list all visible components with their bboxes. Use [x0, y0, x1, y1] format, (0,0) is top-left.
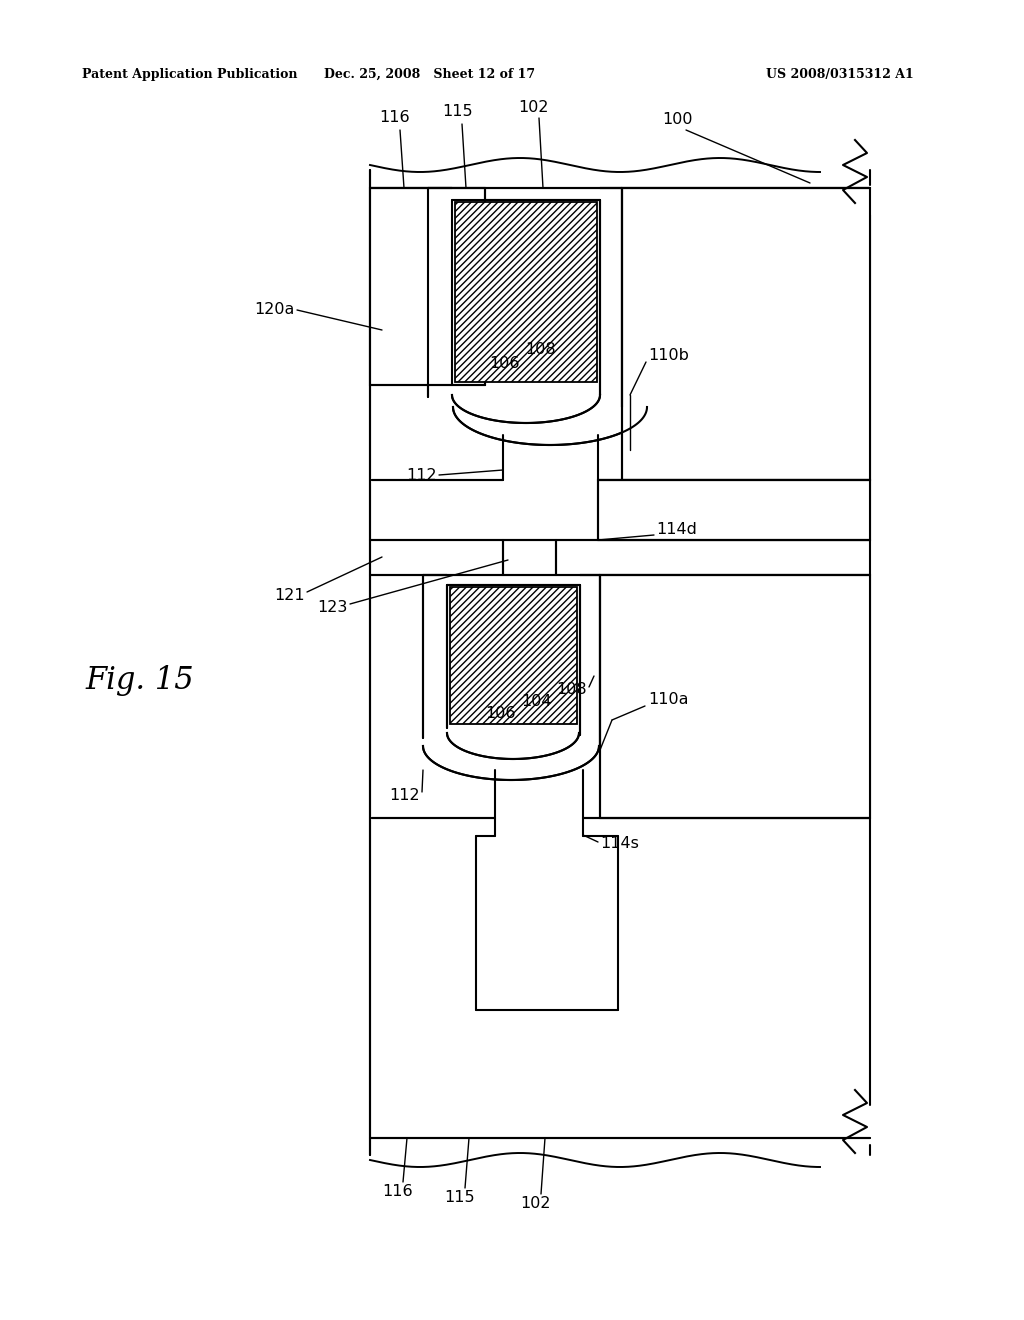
Text: US 2008/0315312 A1: US 2008/0315312 A1 — [766, 69, 913, 81]
Text: 110a: 110a — [648, 693, 688, 708]
Text: 112: 112 — [389, 788, 420, 803]
Text: 108: 108 — [556, 682, 587, 697]
Text: 102: 102 — [519, 99, 549, 115]
Text: 110b: 110b — [648, 347, 689, 363]
Text: Patent Application Publication: Patent Application Publication — [82, 69, 298, 81]
Text: 100: 100 — [663, 112, 693, 128]
Text: 120a: 120a — [255, 302, 295, 318]
Bar — [622, 187, 870, 480]
Text: 112: 112 — [407, 467, 437, 483]
Text: 108: 108 — [525, 342, 556, 358]
Bar — [598, 480, 870, 540]
Text: 115: 115 — [442, 104, 473, 120]
Bar — [600, 576, 870, 818]
Text: 106: 106 — [489, 355, 520, 371]
Text: Fig. 15: Fig. 15 — [86, 664, 195, 696]
Text: 121: 121 — [274, 587, 305, 602]
Text: 116: 116 — [380, 111, 411, 125]
Text: Dec. 25, 2008   Sheet 12 of 17: Dec. 25, 2008 Sheet 12 of 17 — [325, 69, 536, 81]
Text: 114d: 114d — [656, 523, 697, 537]
Text: 102: 102 — [521, 1196, 551, 1212]
Bar — [455, 202, 597, 381]
Text: 116: 116 — [383, 1184, 414, 1200]
Bar — [450, 587, 577, 723]
Text: 106: 106 — [485, 705, 516, 721]
Text: 104: 104 — [521, 693, 552, 709]
Text: 114s: 114s — [600, 836, 639, 850]
Text: 115: 115 — [444, 1191, 475, 1205]
Text: 123: 123 — [317, 599, 348, 615]
Bar — [370, 187, 485, 385]
